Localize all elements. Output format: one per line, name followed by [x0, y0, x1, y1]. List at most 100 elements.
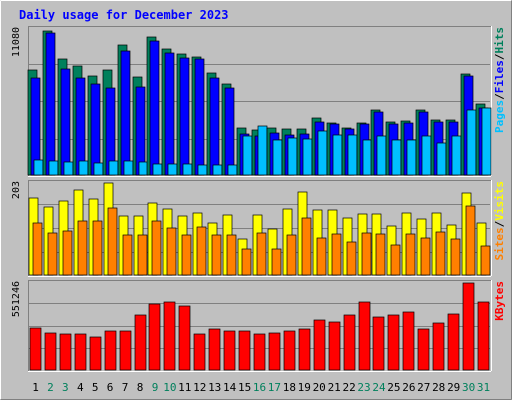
panel-kbytes-legend: KBytes	[493, 281, 506, 321]
bar-files-day-13	[209, 77, 220, 176]
x-tick-label-day-1: 1	[32, 381, 39, 394]
legend-sites: Sites	[493, 227, 506, 260]
bar-pages-day-24	[376, 135, 387, 176]
bar-sites-day-6	[107, 207, 118, 276]
bar-pages-day-17	[272, 139, 283, 176]
bar-kbytes-day-6	[104, 330, 117, 371]
bar-pages-day-31	[481, 107, 492, 176]
bar-files-day-14	[224, 87, 235, 176]
bar-sites-day-24	[375, 233, 386, 276]
bar-kbytes-day-16	[253, 333, 266, 371]
panel-hits-bars	[27, 30, 492, 176]
bar-sites-day-12	[196, 226, 207, 276]
bar-pages-day-7	[123, 160, 134, 176]
bar-pages-day-4	[78, 160, 89, 176]
bar-sites-day-8	[137, 234, 148, 276]
legend-separator: /	[493, 220, 506, 227]
bar-sites-day-26	[405, 233, 416, 276]
bar-kbytes-day-3	[59, 333, 72, 371]
bar-pages-day-15	[242, 135, 253, 176]
bar-files-day-11	[179, 57, 190, 176]
bar-kbytes-day-5	[89, 336, 102, 371]
panel-kbytes-max-label: 551246	[11, 281, 22, 317]
x-tick-label-day-30: 30	[462, 381, 475, 394]
bar-sites-day-9	[151, 220, 162, 276]
bar-kbytes-day-9	[148, 303, 161, 371]
bar-kbytes-day-18	[283, 330, 296, 371]
x-tick-label-day-6: 6	[107, 381, 114, 394]
bar-pages-day-3	[63, 161, 74, 176]
bar-kbytes-day-15	[238, 330, 251, 371]
bar-sites-day-30	[465, 205, 476, 276]
bar-sites-day-17	[271, 248, 282, 276]
bar-sites-day-10	[166, 227, 177, 276]
panel-hits: 11080	[11, 26, 492, 177]
bar-kbytes-day-14	[223, 330, 236, 371]
bar-kbytes-day-29	[447, 313, 460, 371]
panel-visits-bars	[28, 182, 491, 276]
legend-files: Files	[493, 60, 506, 93]
bar-pages-day-9	[152, 163, 163, 176]
bar-sites-day-13	[211, 234, 222, 276]
bar-sites-day-19	[301, 217, 312, 276]
bar-sites-day-31	[480, 245, 491, 276]
legend-hits: Hits	[493, 27, 506, 54]
legend-visits: Visits	[493, 181, 506, 221]
bar-kbytes-day-11	[178, 305, 191, 371]
x-tick-label-day-24: 24	[372, 381, 386, 394]
bar-pages-day-5	[93, 162, 104, 176]
x-tick-label-day-26: 26	[402, 381, 415, 394]
x-tick-label-day-2: 2	[47, 381, 54, 394]
bar-sites-day-27	[420, 237, 431, 276]
bar-sites-day-15	[241, 248, 252, 276]
bar-kbytes-day-21	[328, 321, 341, 371]
bar-pages-day-21	[332, 134, 343, 176]
bar-kbytes-day-26	[402, 311, 415, 371]
panel-kbytes-bars	[29, 282, 490, 371]
x-tick-label-day-5: 5	[92, 381, 99, 394]
bar-files-day-9	[149, 40, 160, 176]
bar-sites-day-21	[331, 233, 342, 276]
x-tick-label-day-19: 19	[298, 381, 311, 394]
x-tick-label-day-10: 10	[163, 381, 176, 394]
bar-kbytes-day-4	[74, 333, 87, 371]
panel-visits-max-label: 203	[11, 181, 22, 199]
bar-pages-day-27	[421, 135, 432, 176]
bar-sites-day-1	[32, 222, 43, 276]
x-tick-label-day-15: 15	[238, 381, 251, 394]
bar-kbytes-day-17	[268, 332, 281, 371]
x-tick-label-day-23: 23	[357, 381, 370, 394]
bar-pages-day-29	[451, 135, 462, 176]
bar-files-day-3	[60, 68, 71, 176]
bar-files-day-7	[120, 50, 131, 176]
x-tick-label-day-21: 21	[328, 381, 341, 394]
bar-kbytes-day-27	[417, 328, 430, 371]
bar-kbytes-day-10	[163, 301, 176, 371]
bar-sites-day-20	[316, 237, 327, 276]
bar-kbytes-day-30	[462, 282, 475, 371]
bar-pages-day-11	[182, 163, 193, 176]
panel-kbytes: 551246	[11, 280, 492, 372]
bar-files-day-4	[75, 77, 86, 176]
chart-title: Daily usage for December 2023	[19, 8, 229, 22]
bar-kbytes-day-22	[343, 314, 356, 371]
x-tick-label-day-29: 29	[447, 381, 460, 394]
x-tick-label-day-8: 8	[137, 381, 144, 394]
bar-pages-day-12	[197, 164, 208, 176]
bar-sites-day-5	[92, 220, 103, 276]
bar-kbytes-day-23	[358, 301, 371, 371]
bar-files-day-2	[45, 32, 56, 176]
bar-sites-day-3	[62, 230, 73, 276]
bar-pages-day-18	[287, 137, 298, 176]
x-tick-label-day-17: 17	[268, 381, 281, 394]
bar-kbytes-day-28	[432, 322, 445, 371]
x-tick-label-day-12: 12	[193, 381, 206, 394]
bar-sites-day-14	[226, 234, 237, 276]
bar-sites-day-25	[390, 244, 401, 276]
bar-files-day-10	[164, 52, 175, 176]
x-tick-label-day-16: 16	[253, 381, 266, 394]
bar-pages-day-13	[212, 164, 223, 176]
x-tick-label-day-11: 11	[178, 381, 191, 394]
bar-kbytes-day-13	[208, 328, 221, 371]
